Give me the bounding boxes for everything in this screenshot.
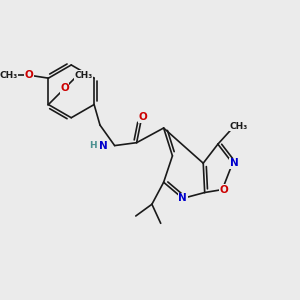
- Text: CH₃: CH₃: [230, 122, 248, 131]
- Text: CH₃: CH₃: [0, 71, 18, 80]
- Text: O: O: [219, 184, 228, 195]
- Text: O: O: [138, 112, 147, 122]
- Text: H: H: [89, 141, 97, 150]
- Text: O: O: [25, 70, 34, 80]
- Text: N: N: [178, 194, 187, 203]
- Text: N: N: [98, 141, 107, 151]
- Text: CH₃: CH₃: [74, 71, 93, 80]
- Text: O: O: [60, 83, 69, 93]
- Text: N: N: [230, 158, 238, 168]
